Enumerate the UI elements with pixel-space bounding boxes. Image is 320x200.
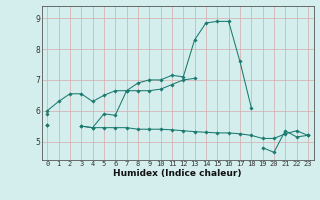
X-axis label: Humidex (Indice chaleur): Humidex (Indice chaleur) bbox=[113, 169, 242, 178]
